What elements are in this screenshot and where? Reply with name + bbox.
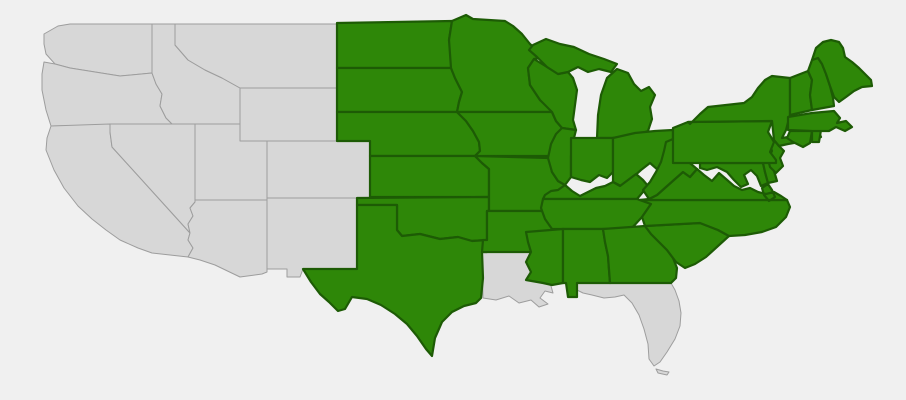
state-new-york [686, 74, 823, 148]
state-vermont [788, 69, 814, 117]
state-massachusetts [786, 109, 854, 133]
state-florida [576, 282, 682, 376]
state-north-carolina [638, 198, 792, 238]
state-texas [301, 203, 489, 358]
state-tennessee [539, 197, 653, 231]
state-maine [810, 38, 874, 104]
state-south-dakota [335, 66, 464, 114]
state-arizona [187, 199, 268, 278]
state-indiana [569, 136, 615, 184]
state-mississippi [524, 227, 565, 287]
state-new-mexico [266, 197, 358, 278]
state-pennsylvania [671, 119, 778, 165]
state-colorado [266, 140, 371, 199]
state-wyoming [239, 87, 338, 142]
state-north-dakota [335, 19, 454, 70]
state-kansas [368, 154, 491, 199]
